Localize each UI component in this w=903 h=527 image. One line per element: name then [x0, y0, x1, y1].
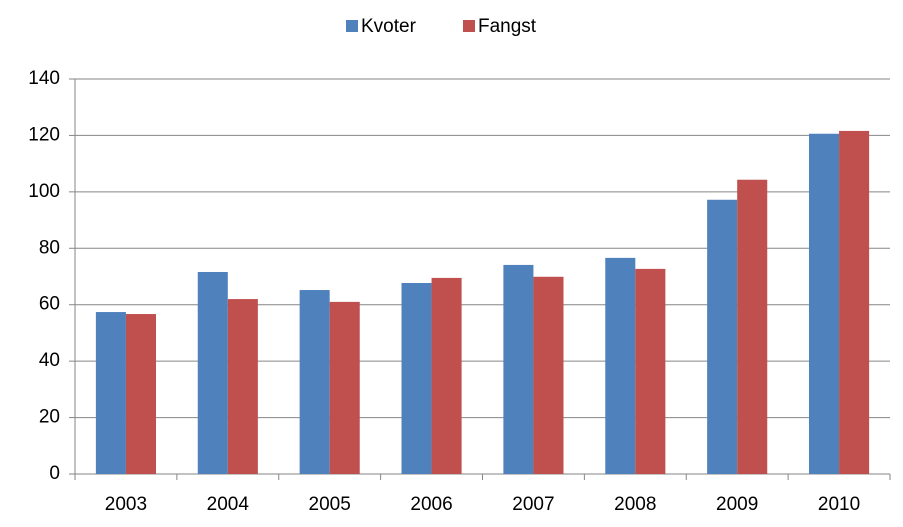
bar [809, 133, 840, 474]
y-tick-label: 120 [28, 124, 60, 145]
legend-swatch [346, 20, 358, 32]
bar [299, 290, 330, 474]
bar [125, 314, 156, 474]
bar [503, 264, 534, 474]
bar [737, 179, 768, 474]
y-tick-label: 140 [28, 68, 60, 89]
bar [605, 257, 636, 474]
bar [431, 277, 462, 474]
bar [707, 199, 738, 474]
y-tick-label: 20 [39, 407, 60, 428]
y-tick-label: 40 [39, 350, 60, 371]
x-tick-label: 2004 [207, 494, 250, 515]
x-tick-label: 2006 [410, 494, 452, 515]
y-tick-label: 0 [49, 463, 60, 484]
bar [95, 312, 126, 474]
bar [533, 276, 564, 474]
x-tick-label: 2010 [818, 494, 860, 515]
x-tick-label: 2005 [309, 494, 351, 515]
legend-label: Kvoter [361, 16, 417, 37]
x-tick-label: 2008 [614, 494, 656, 515]
y-tick-label: 100 [28, 181, 60, 202]
bar [227, 299, 258, 474]
bar [401, 282, 432, 474]
bar [635, 268, 666, 474]
bar [197, 271, 228, 474]
legend-label: Fangst [478, 16, 537, 37]
y-tick-label: 60 [39, 294, 60, 315]
legend-swatch [463, 20, 475, 32]
y-tick-label: 80 [39, 237, 60, 258]
bar [839, 130, 870, 474]
bar [329, 301, 360, 474]
x-tick-label: 2009 [716, 494, 758, 515]
x-tick-label: 2003 [105, 494, 147, 515]
x-tick-label: 2007 [512, 494, 554, 515]
